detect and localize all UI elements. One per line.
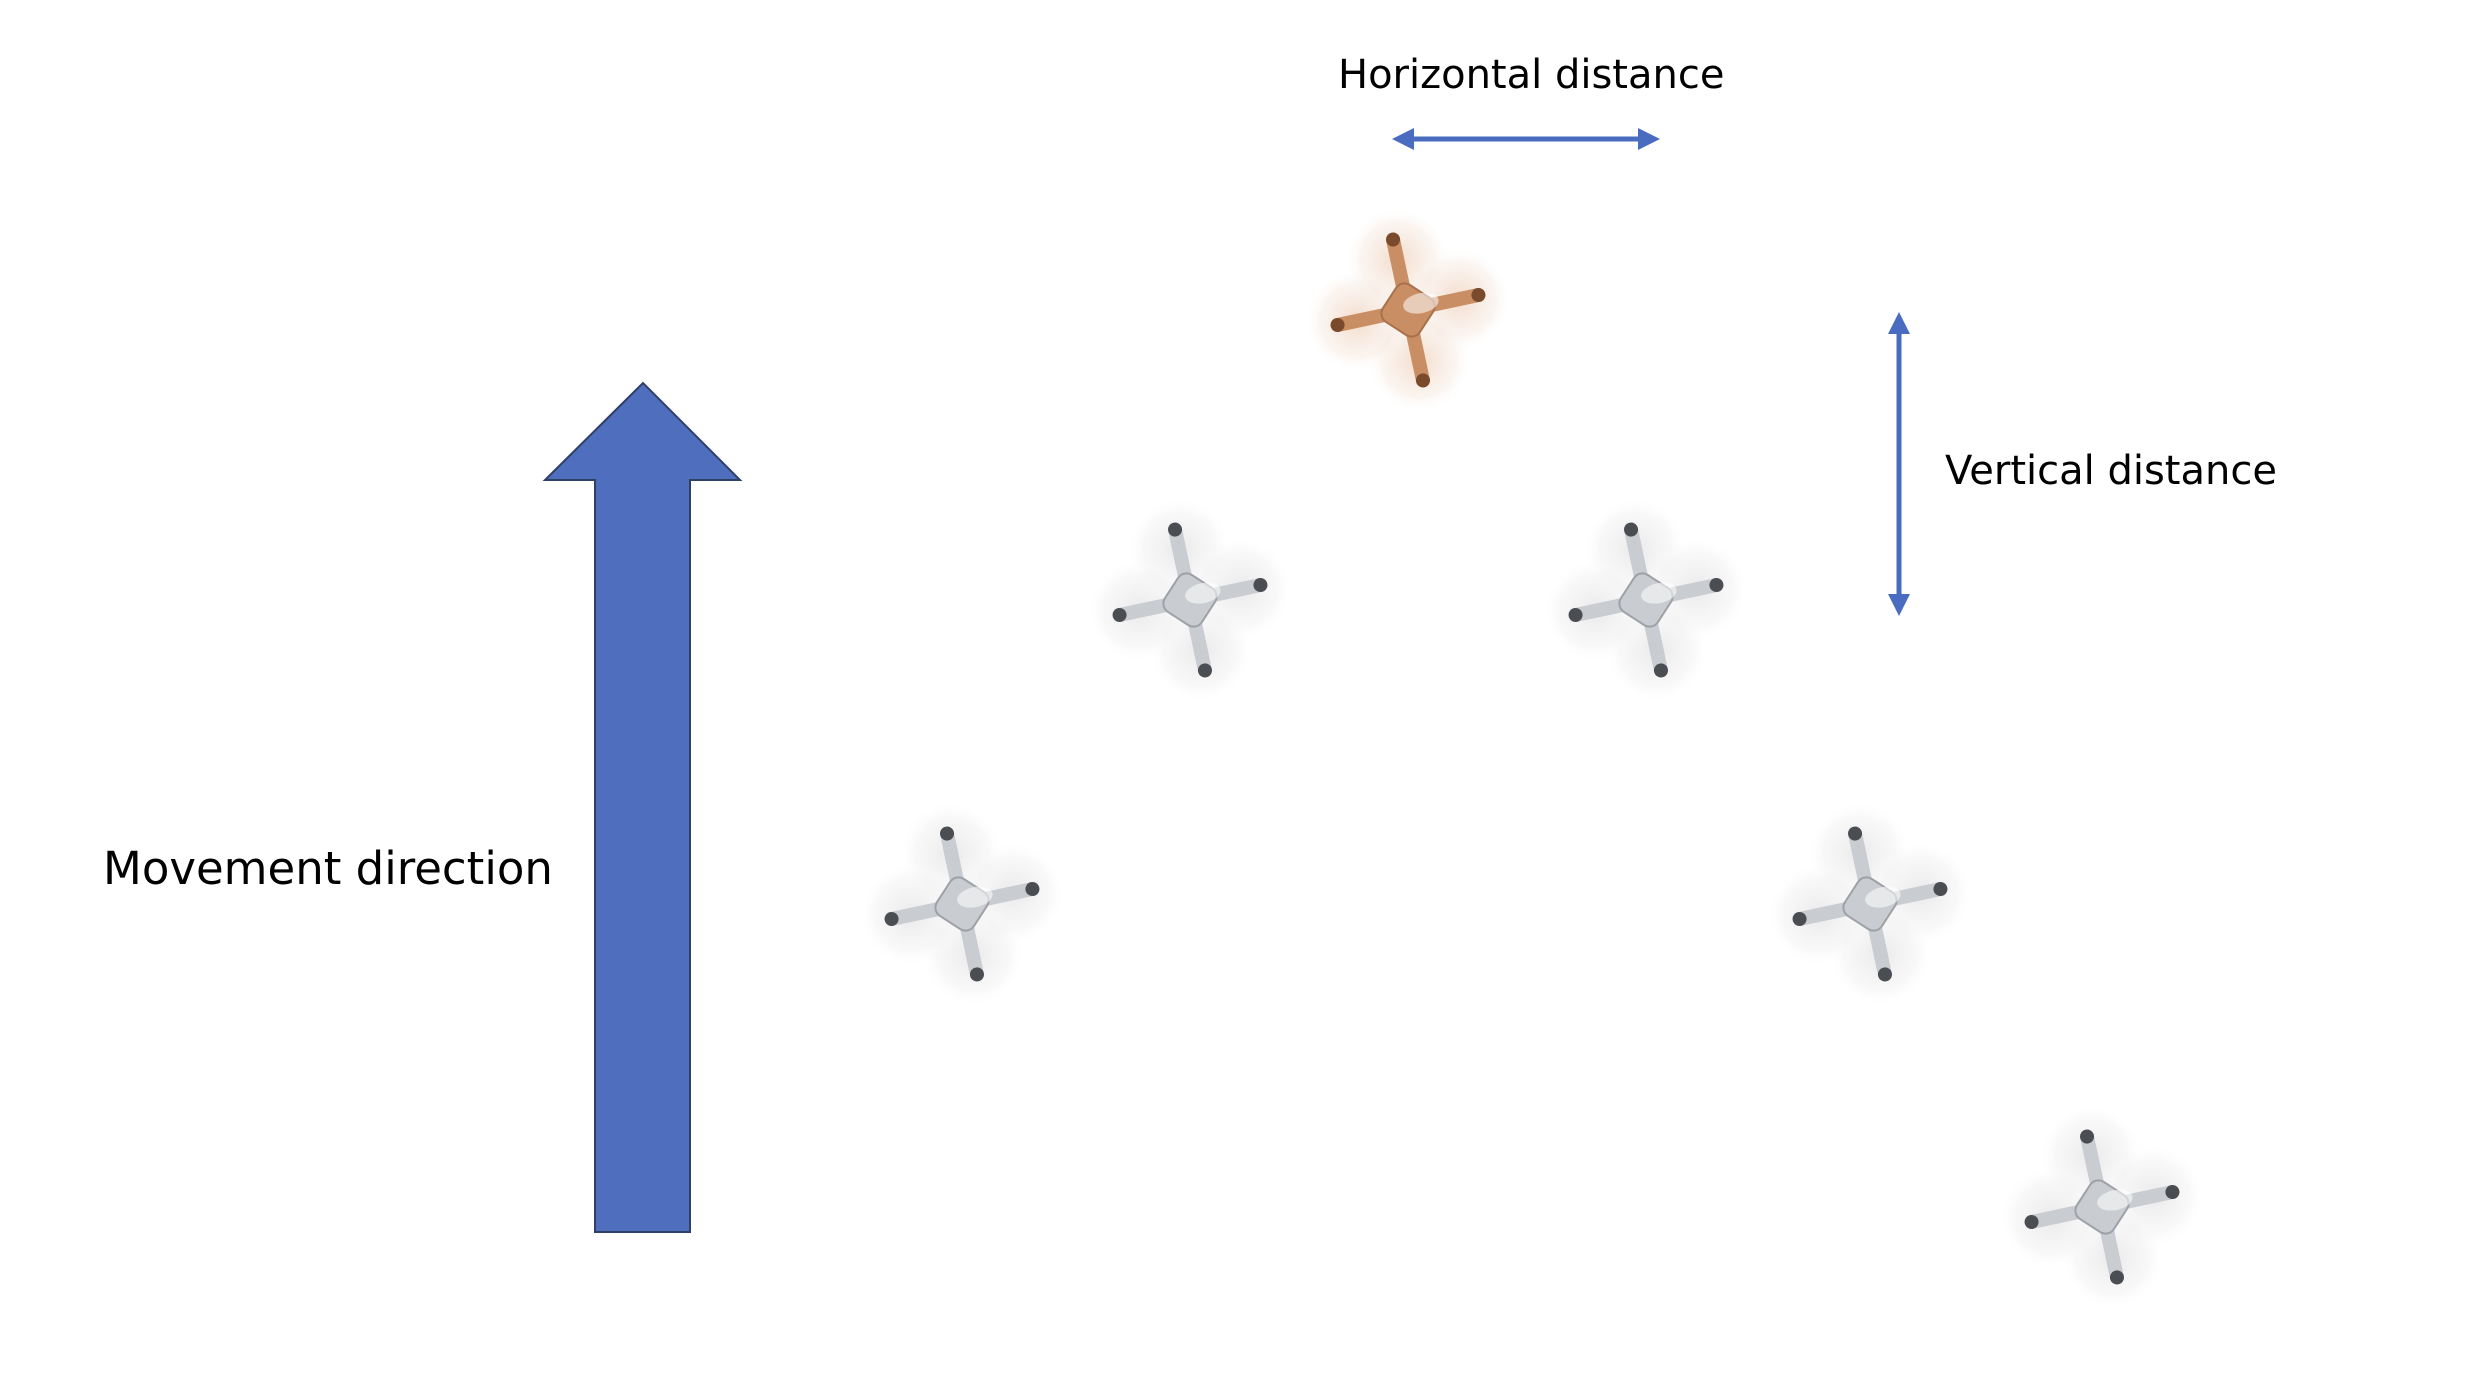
movement-direction-label: Movement direction xyxy=(103,842,553,895)
leader-drone-icon xyxy=(1305,207,1511,413)
follower-drone-icon xyxy=(1087,497,1293,703)
follower-drone-icon xyxy=(1767,801,1973,1007)
movement-direction-arrow xyxy=(542,381,743,1233)
follower-drone-icon xyxy=(859,801,1065,1007)
vertical-distance-arrow xyxy=(1888,312,1910,616)
horizontal-distance-label: Horizontal distance xyxy=(1338,52,1725,98)
follower-drone-icon xyxy=(1999,1104,2205,1310)
horizontal-distance-arrow xyxy=(1392,128,1660,150)
vertical-distance-label: Vertical distance xyxy=(1945,448,2277,494)
follower-drone-icon xyxy=(1543,497,1749,703)
